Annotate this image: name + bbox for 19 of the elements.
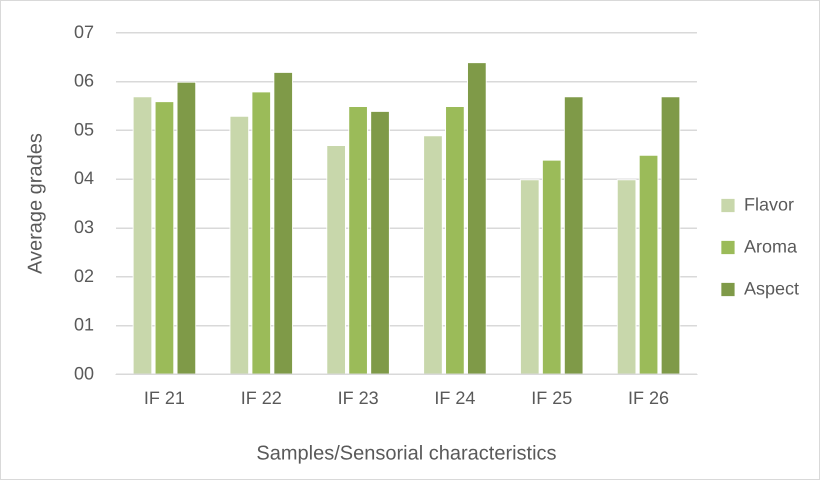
y-tick-label: 07 [74, 22, 94, 42]
x-tick-label: IF 21 [144, 388, 185, 408]
legend-label: Aroma [744, 236, 798, 256]
y-tick-label: 06 [74, 70, 94, 91]
legend-label: Flavor [744, 194, 794, 214]
x-tick-label: IF 24 [434, 388, 476, 408]
x-tick-label: IF 26 [628, 388, 670, 408]
y-tick-label: 05 [74, 119, 94, 140]
y-tick-label: 01 [74, 314, 94, 335]
x-axis-title: Samples/Sensorial characteristics [256, 442, 557, 465]
x-tick-label: IF 23 [338, 388, 379, 408]
y-tick-label: 03 [74, 216, 94, 237]
x-tick-label: IF 22 [240, 388, 282, 408]
x-tick-label: IF 25 [531, 388, 572, 408]
y-tick-label: 00 [74, 363, 94, 384]
y-axis-title: Average grades [24, 133, 47, 274]
y-tick-label: 04 [74, 168, 94, 188]
legend-label: Aspect [744, 278, 800, 298]
y-tick-label: 02 [74, 266, 94, 286]
